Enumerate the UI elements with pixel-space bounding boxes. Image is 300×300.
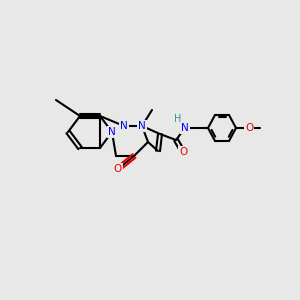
Text: N: N [181,123,189,133]
Text: N: N [138,121,146,131]
Text: N: N [108,127,116,137]
Text: O: O [179,147,187,157]
Text: N: N [120,121,128,131]
Text: O: O [114,164,122,174]
Text: O: O [245,123,253,133]
Text: H: H [174,114,182,124]
